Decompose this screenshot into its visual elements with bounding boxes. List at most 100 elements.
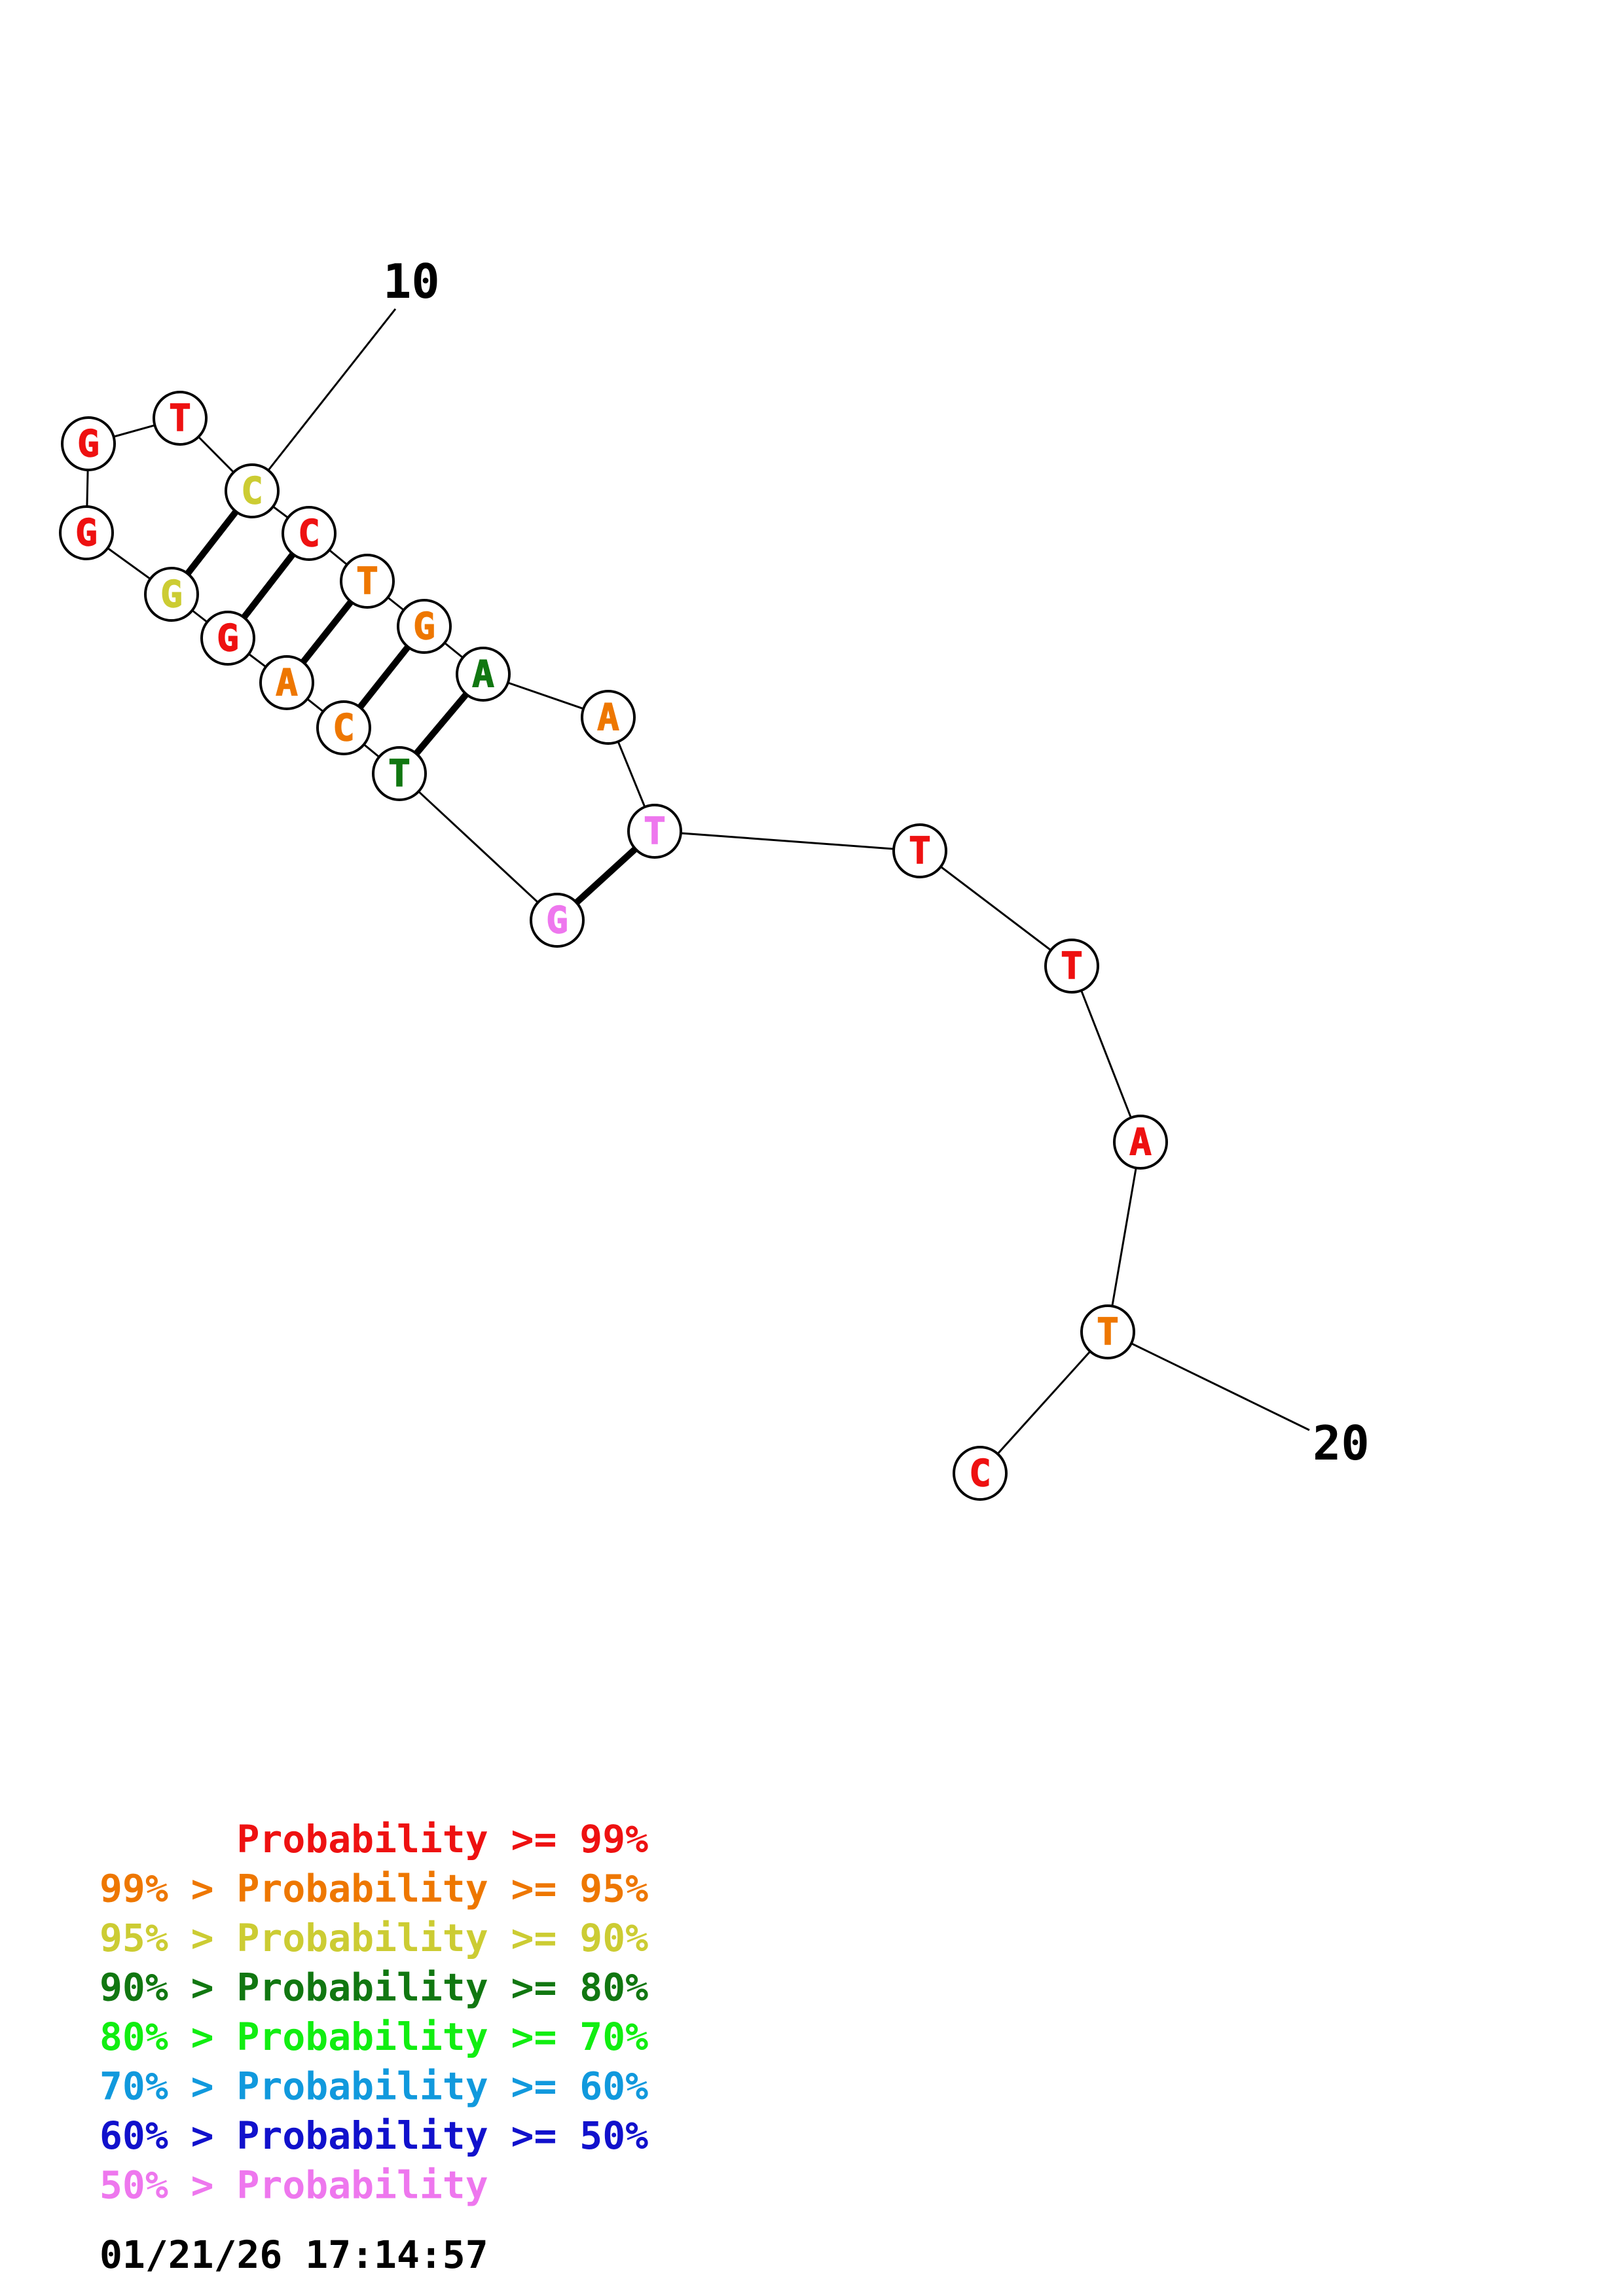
legend-row: 95% > Probability >= 90% (100, 1916, 648, 1960)
legend-suffix: >= 50% (488, 2113, 649, 2158)
nucleotide: G (61, 416, 116, 471)
legend-row: 90% > Probability >= 80% (100, 1965, 648, 2010)
legend-label: Probability (237, 1867, 488, 1911)
nucleotide: C (282, 506, 337, 561)
backbone-bond (654, 830, 921, 852)
nucleotide-letter: C (298, 512, 320, 555)
legend-label: Probability (237, 1965, 488, 2010)
backbone-bond (979, 1331, 1109, 1475)
nucleotide-letter: G (77, 423, 100, 465)
legend-row: 60% > Probability >= 50% (100, 2113, 648, 2158)
nucleotide-letter: A (1129, 1121, 1152, 1164)
nucleotide: A (581, 690, 636, 745)
legend-label: Probability (237, 1817, 488, 1861)
legend-label: Probability (237, 2015, 488, 2059)
legend-suffix: >= 90% (488, 1916, 649, 1960)
nucleotide-letter: G (413, 605, 435, 648)
nucleotide-circle (225, 463, 280, 518)
nucleotide-letter: T (388, 753, 410, 795)
index-tick-line (1107, 1331, 1310, 1431)
nucleotide: T (627, 804, 682, 859)
backbone-bond (398, 772, 558, 922)
index-label: 20 (1313, 1416, 1370, 1471)
nucleotide-letter: T (356, 560, 378, 603)
nucleotide-circle (144, 567, 199, 622)
legend-label: Probability (237, 1916, 488, 1960)
nucleotide: G (144, 567, 199, 622)
legend-suffix: >= 95% (488, 1867, 649, 1911)
nucleotide-letter: T (1061, 945, 1083, 988)
nucleotide-letter: G (217, 617, 239, 660)
nucleotide-letter: T (1097, 1311, 1119, 1354)
legend-row: 50% > Probability (100, 2163, 488, 2208)
nucleotide-letter: T (644, 810, 666, 853)
nucleotide: T (1080, 1304, 1135, 1359)
backbone-bond (919, 850, 1072, 967)
nucleotide-circle (61, 416, 116, 471)
legend-row: 70% > Probability >= 60% (100, 2064, 648, 2109)
legend-row: 80% > Probability >= 70% (100, 2015, 648, 2059)
legend-label: Probability (237, 2113, 488, 2158)
nucleotide-letter: C (241, 470, 263, 512)
nucleotide: C (316, 700, 371, 755)
nucleotide-circle (581, 690, 636, 745)
nucleotide-letter: T (169, 397, 191, 440)
legend-prefix: 90% > (100, 1965, 237, 2010)
nucleotide: T (1044, 939, 1099, 994)
legend-suffix: >= 99% (488, 1817, 649, 1861)
nucleotide-letter: A (472, 653, 494, 696)
index-labels: 10 20 (383, 254, 1370, 1471)
nucleotide-letter: C (969, 1452, 991, 1495)
nucleotide-circle (530, 893, 585, 948)
nucleotide-circle (456, 647, 511, 702)
legend-prefix: 50% > (100, 2163, 237, 2208)
timestamp: 01/21/26 17:14:57 (100, 2233, 488, 2277)
index-label: 10 (383, 254, 440, 309)
nucleotide-circle (953, 1446, 1008, 1501)
nucleotide-letter: C (333, 707, 355, 749)
nucleotide: G (200, 611, 255, 666)
legend-suffix: >= 60% (488, 2064, 649, 2109)
nucleotide-circle (200, 611, 255, 666)
nucleotide-circle (340, 554, 395, 609)
legend-row: 99% > Probability >= 95% (100, 1867, 648, 1911)
nucleotide-circle (892, 823, 947, 878)
legend-suffix: >= 80% (488, 1965, 649, 2010)
nucleotide-circle (1044, 939, 1099, 994)
legend-suffix: >= 70% (488, 2015, 649, 2059)
nucleotide: G (59, 505, 114, 560)
probability-legend: Probability >= 99% 99% > Probability >= 9… (100, 1817, 648, 2208)
nucleotide-circle (259, 655, 314, 710)
legend-prefix: 95% > (100, 1916, 237, 1960)
legend-prefix: 99% > (100, 1867, 237, 1911)
nucleotide-circle (1113, 1115, 1168, 1170)
nucleotide: A (1113, 1115, 1168, 1170)
nucleotide: G (397, 599, 452, 654)
nucleotide-circle (153, 391, 208, 446)
nucleotide-letter: G (160, 573, 183, 616)
nucleotide-circle (397, 599, 452, 654)
legend-label: Probability (237, 2163, 488, 2208)
nucleotide: T (372, 746, 427, 801)
nucleotide-circle (372, 746, 427, 801)
nucleotide: C (225, 463, 280, 518)
nucleotide: T (340, 554, 395, 609)
backbone-bond (1070, 965, 1142, 1143)
nucleotide: A (456, 647, 511, 702)
legend-prefix (100, 1817, 237, 1861)
nucleotide-circle (627, 804, 682, 859)
legend-prefix: 80% > (100, 2015, 237, 2059)
nucleotide-circle (1080, 1304, 1135, 1359)
backbone-bond (1106, 1141, 1142, 1333)
legend-label: Probability (237, 2064, 488, 2109)
nucleotide-circle (59, 505, 114, 560)
nucleotide-letter: G (546, 899, 568, 942)
nucleotide: A (259, 655, 314, 710)
nucleotide: G (530, 893, 585, 948)
nucleotide-letter: A (597, 696, 619, 739)
nucleotide: C (953, 1446, 1008, 1501)
legend-prefix: 70% > (100, 2064, 237, 2109)
legend-prefix: 60% > (100, 2113, 237, 2158)
